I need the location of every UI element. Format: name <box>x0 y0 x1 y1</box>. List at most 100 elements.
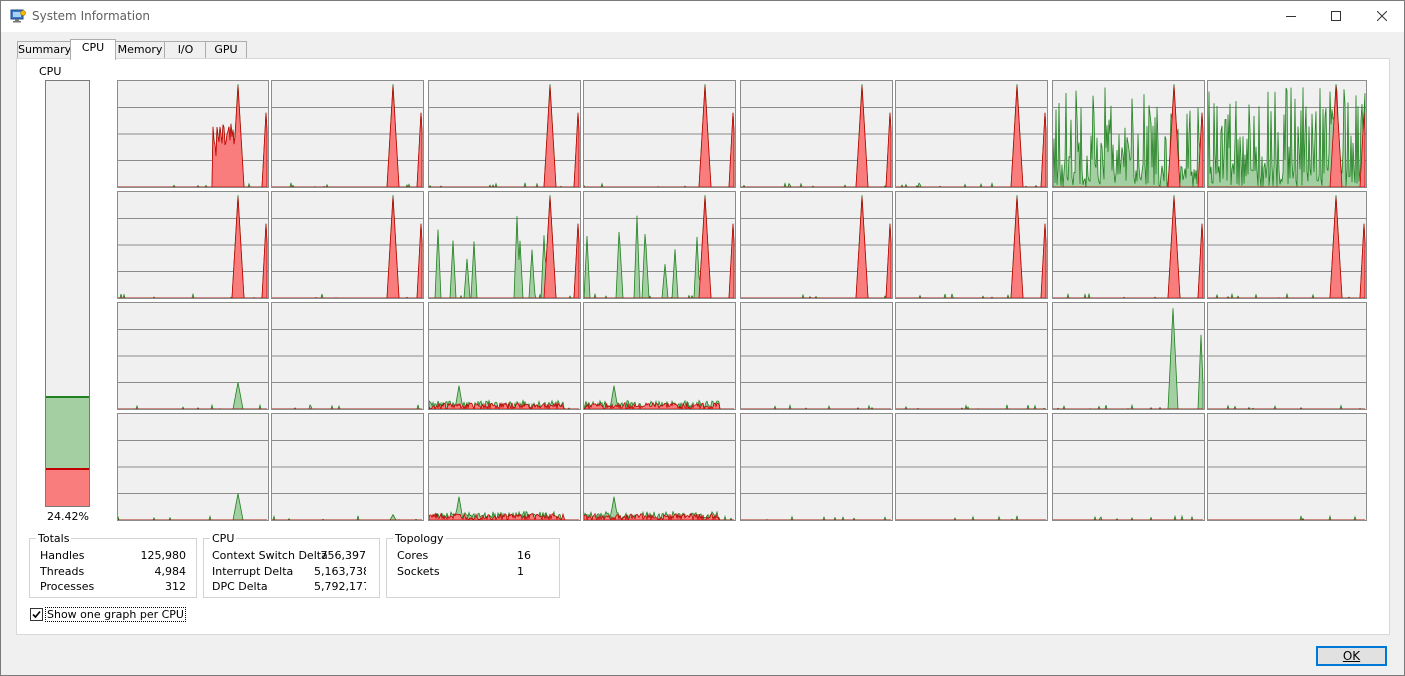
cpu-graph-3-user-trace <box>429 84 580 187</box>
cpu-meter-label: CPU <box>39 65 62 78</box>
minimize-icon <box>1286 16 1296 17</box>
tab-memory[interactable]: Memory <box>114 41 166 59</box>
cpu-graph-5 <box>740 80 893 188</box>
cpu-stats-group-title: CPU <box>210 532 237 545</box>
cpu-graph-12-plot <box>584 195 735 298</box>
cpu-graph-6 <box>895 80 1048 188</box>
cpu-graph-26 <box>271 413 424 521</box>
tab-summary[interactable]: Summary <box>17 41 72 59</box>
cpu-graph-17-plot <box>118 329 268 409</box>
cpu-graph-7-plot <box>1053 84 1204 187</box>
cpu-graph-9-kernel-trace <box>118 197 268 298</box>
cpu-graph-12-kernel-trace <box>584 197 735 298</box>
cpu-graph-30-user-trace <box>896 515 1046 520</box>
cpu-graph-19-plot <box>429 329 580 409</box>
cpu-graph-16 <box>1207 191 1367 299</box>
cpu-graph-11 <box>428 191 581 299</box>
cpu-graph-7 <box>1052 80 1205 188</box>
processes-label: Processes <box>40 580 95 593</box>
tab-cpu[interactable]: CPU <box>70 39 116 60</box>
close-icon <box>1377 11 1387 21</box>
cpu-graph-11-kernel-trace <box>429 197 580 298</box>
cpu-graph-8-plot <box>1208 84 1366 187</box>
close-button[interactable] <box>1359 1 1405 31</box>
cpu-graph-28 <box>583 413 736 521</box>
ok-button-label: OK <box>1342 649 1361 663</box>
cpu-graph-21 <box>740 302 893 410</box>
cpu-graph-11-plot <box>429 195 580 298</box>
cpu-graph-20-kernel-trace <box>584 401 734 409</box>
cpu-graph-29 <box>740 413 893 521</box>
cpu-graph-4-user-trace <box>584 84 735 187</box>
cpu-graph-23-user-trace <box>1053 308 1204 409</box>
cpu-graph-32-user-trace <box>1208 514 1365 520</box>
cpu-usage-percent: 24.42% <box>47 510 89 523</box>
cpu-graph-5-kernel-trace <box>741 86 892 187</box>
show-one-graph-per-cpu-checkbox[interactable] <box>30 608 43 621</box>
cpu-graph-22-plot <box>896 329 1047 409</box>
cpu-graph-29-user-trace <box>741 515 891 520</box>
cpu-graph-16-plot <box>1208 195 1366 298</box>
cpu-graph-4-kernel-trace <box>584 86 735 187</box>
cpu-graph-10-user-trace <box>272 195 423 298</box>
cpu-graph-31-plot <box>1053 440 1204 520</box>
checkmark-icon <box>32 610 41 619</box>
cpu-graph-30-plot <box>896 440 1047 520</box>
title-bar[interactable]: System Information <box>1 1 1404 32</box>
interrupt-delta-value: 5,163,738 <box>314 565 366 578</box>
topology-group: Topology Cores 16 Sockets 1 <box>386 532 560 598</box>
cpu-graph-25 <box>117 413 269 521</box>
topology-group-title: Topology <box>393 532 446 545</box>
cpu-graph-13 <box>740 191 893 299</box>
cpu-graph-25-user-trace <box>118 493 267 520</box>
cpu-graph-2 <box>271 80 424 188</box>
cpu-graph-23-plot <box>1053 308 1204 409</box>
cpu-graph-14 <box>895 191 1048 299</box>
cpu-graph-14-plot <box>896 195 1047 298</box>
cpu-graph-7-user-trace <box>1053 84 1204 187</box>
minimize-button[interactable] <box>1268 1 1314 31</box>
cpu-graph-14-kernel-trace <box>896 197 1047 298</box>
cpu-graph-19-kernel-trace <box>429 401 579 409</box>
processes-value: 312 <box>165 580 186 593</box>
cpu-graph-22-user-trace <box>896 404 1046 409</box>
cpu-graph-3 <box>428 80 581 188</box>
cpu-graph-9-plot <box>118 195 268 298</box>
context-switch-delta-label: Context Switch Delta <box>212 549 328 562</box>
sockets-value: 1 <box>517 565 524 578</box>
dpc-delta-value: 5,792,177 <box>314 580 366 593</box>
cpu-graph-6-plot <box>896 84 1047 187</box>
cpu-graph-19 <box>428 302 581 410</box>
cpu-graph-30 <box>895 413 1048 521</box>
cpu-graph-3-kernel-trace <box>429 86 580 187</box>
cpu-graph-9-user-trace <box>118 195 268 298</box>
cpu-graph-4-plot <box>584 84 735 187</box>
tab-io[interactable]: I/O <box>164 41 207 59</box>
ok-button[interactable]: OK <box>1316 646 1387 666</box>
cpu-graph-20 <box>583 302 736 410</box>
cpu-graph-22 <box>895 302 1048 410</box>
cpu-graph-1 <box>117 80 269 188</box>
tab-gpu[interactable]: GPU <box>205 41 247 59</box>
cpu-graph-8-kernel-trace <box>1208 86 1366 187</box>
cpu-graph-7-kernel-trace <box>1053 86 1204 187</box>
cpu-graph-24-plot <box>1208 329 1366 409</box>
cpu-graph-5-plot <box>741 84 892 187</box>
system-information-app-icon <box>10 9 26 23</box>
cpu-graph-24-user-trace <box>1208 404 1365 409</box>
cpu-graph-3-plot <box>429 84 580 187</box>
cpu-graph-27 <box>428 413 581 521</box>
cpu-graph-6-user-trace <box>896 84 1047 187</box>
threads-value: 4,984 <box>154 565 187 578</box>
context-switch-delta-value: 756,397 <box>320 549 367 562</box>
show-one-graph-per-cpu-label[interactable]: Show one graph per CPU <box>45 607 186 622</box>
cpu-graph-12-user-trace <box>584 195 735 298</box>
cpu-graph-25-plot <box>118 440 268 520</box>
dpc-delta-label: DPC Delta <box>212 580 268 593</box>
cpu-usage-meter <box>45 80 90 507</box>
cpu-graph-10 <box>271 191 424 299</box>
cpu-graph-10-plot <box>272 195 423 298</box>
cpu-graph-28-kernel-trace <box>584 512 734 520</box>
maximize-button[interactable] <box>1313 1 1359 31</box>
cpu-stats-group: CPU Context Switch Delta 756,397 Interru… <box>203 532 380 598</box>
